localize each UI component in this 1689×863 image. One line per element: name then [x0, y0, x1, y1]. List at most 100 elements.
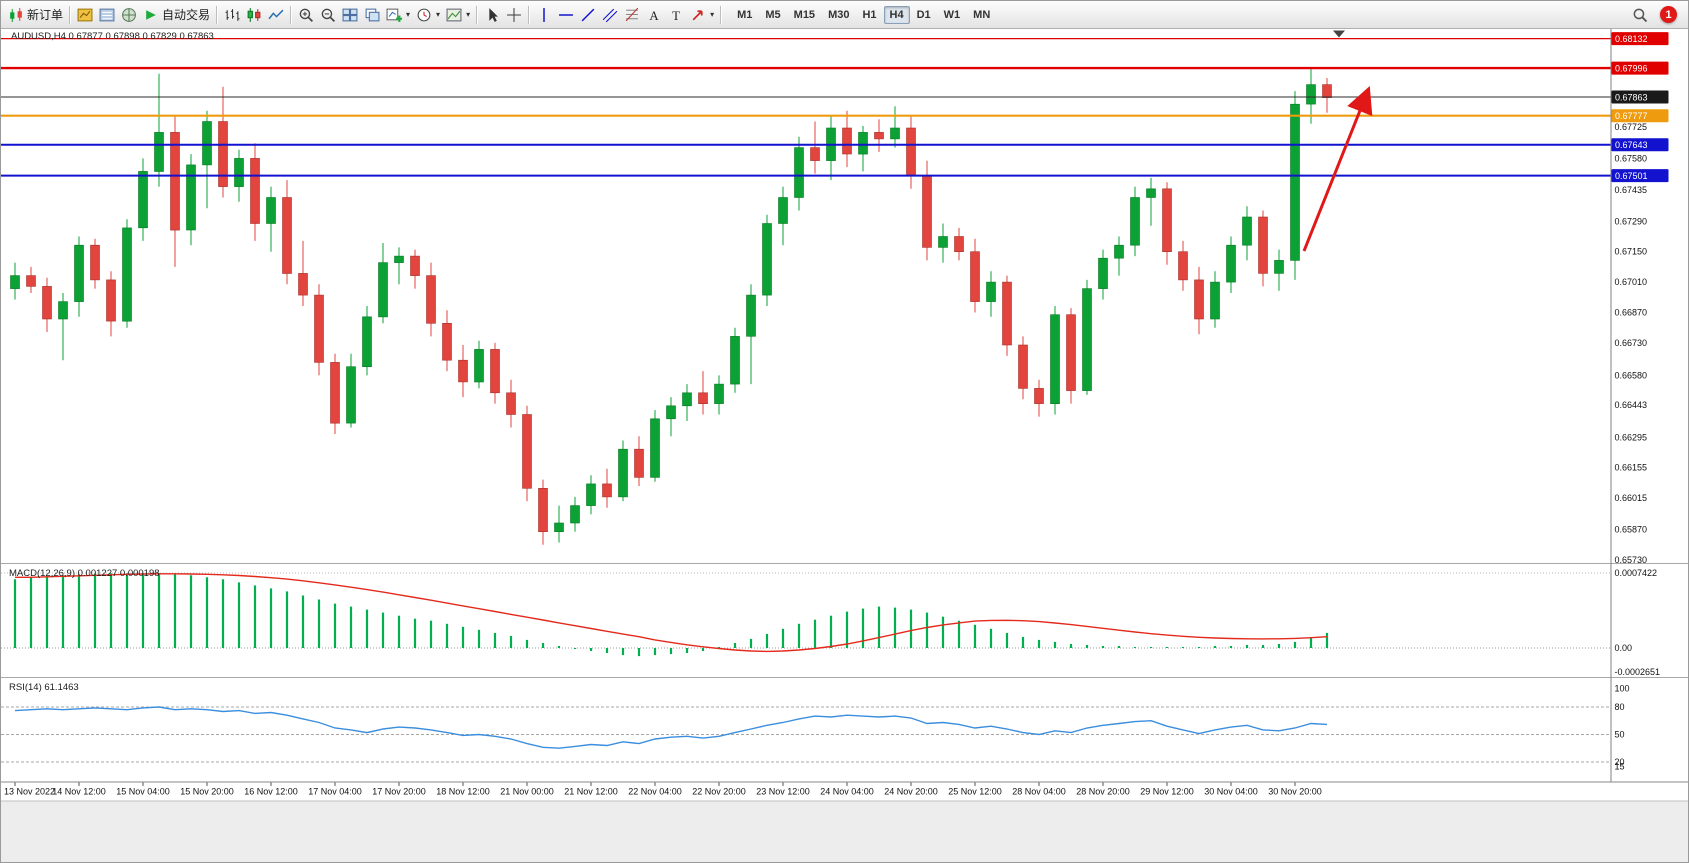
new-order-button[interactable]: 新订单	[5, 4, 66, 26]
price-axis-labels[interactable]: 0.67725 0.67580 0.67435 0.67290 0.67150 0.670…	[1615, 122, 1648, 565]
autotrading-button[interactable]: 自动交易	[140, 4, 213, 26]
svg-text:25 Nov 12:00: 25 Nov 12:00	[948, 787, 1002, 797]
svg-text:15 Nov 20:00: 15 Nov 20:00	[180, 787, 234, 797]
crosshair-button[interactable]	[503, 4, 525, 26]
rsi-line	[14, 706, 1328, 749]
bar-chart-icon	[225, 8, 240, 21]
svg-text:0.67501: 0.67501	[1615, 171, 1648, 181]
timeframe-m1[interactable]: M1	[737, 8, 753, 21]
arrange-windows-icon	[365, 8, 380, 21]
rsi-panel	[1, 706, 1611, 763]
tile-windows-button[interactable]	[339, 4, 361, 26]
svg-text:14 Nov 12:00: 14 Nov 12:00	[52, 787, 106, 797]
svg-text:0.67010: 0.67010	[1615, 277, 1648, 287]
toolbar-separator	[69, 5, 72, 24]
navigator-button[interactable]	[118, 4, 140, 26]
svg-text:0.65730: 0.65730	[1615, 555, 1648, 565]
trendline-button[interactable]	[577, 4, 599, 26]
timeframe-mn[interactable]: MN	[973, 8, 991, 21]
autotrading-icon	[146, 9, 156, 20]
svg-text:0.68132: 0.68132	[1615, 34, 1648, 44]
svg-text:24 Nov 20:00: 24 Nov 20:00	[884, 787, 938, 797]
timeframe-h1[interactable]: H1	[862, 8, 877, 21]
svg-text:0.66730: 0.66730	[1615, 338, 1648, 348]
timeframe-m30[interactable]: M30	[828, 8, 850, 21]
arrange-windows-button[interactable]	[361, 4, 383, 26]
market-watch-button[interactable]	[74, 4, 96, 26]
text-button[interactable]: A	[643, 4, 665, 26]
candlestick-icon	[247, 7, 261, 22]
label-button[interactable]: T	[665, 4, 687, 26]
svg-text:17 Nov 20:00: 17 Nov 20:00	[372, 787, 426, 797]
clock-icon	[417, 8, 431, 21]
svg-text:18 Nov 12:00: 18 Nov 12:00	[436, 787, 490, 797]
horizontal-line-button[interactable]	[555, 4, 577, 26]
svg-text:17 Nov 04:00: 17 Nov 04:00	[308, 787, 362, 797]
svg-text:0.67725: 0.67725	[1615, 122, 1648, 132]
template-button[interactable]: ▾	[443, 4, 473, 26]
toolbar-separator	[216, 5, 219, 24]
new-order-icon	[10, 7, 22, 22]
svg-text:0.66015: 0.66015	[1615, 493, 1648, 503]
timeframe-m15[interactable]: M15	[793, 8, 816, 21]
toolbar-separator	[528, 5, 531, 24]
cursor-button[interactable]	[481, 4, 503, 26]
zoom-in-button[interactable]	[295, 4, 317, 26]
svg-text:30 Nov 04:00: 30 Nov 04:00	[1204, 787, 1258, 797]
timeframe-h4[interactable]: H4	[883, 5, 910, 24]
svg-text:20: 20	[1615, 757, 1625, 767]
macd-indicator-label: MACD(12,26,9) 0.001227 0.000198	[9, 568, 160, 579]
timeframe-m5[interactable]: M5	[765, 8, 781, 21]
arrows-button[interactable]: ▾	[687, 4, 717, 26]
svg-text:0.67863: 0.67863	[1615, 93, 1648, 103]
new-chart-button[interactable]: ▾	[383, 4, 413, 26]
fibonacci-button[interactable]	[621, 4, 643, 26]
market-watch-icon	[77, 8, 93, 21]
line-chart-button[interactable]	[265, 4, 287, 26]
toolbar-separator	[476, 5, 479, 24]
new-order-button-label: 新订单	[27, 8, 64, 22]
timeframe-w1[interactable]: W1	[943, 8, 961, 21]
channel-button[interactable]	[599, 4, 621, 26]
notification-badge[interactable]: 1	[1660, 6, 1677, 23]
svg-text:0.67580: 0.67580	[1615, 153, 1648, 163]
svg-text:22 Nov 04:00: 22 Nov 04:00	[628, 787, 682, 797]
rsi-indicator-label: RSI(14) 61.1463	[9, 682, 79, 693]
vertical-line-icon	[543, 7, 545, 22]
svg-text:30 Nov 20:00: 30 Nov 20:00	[1268, 787, 1322, 797]
macd-signal-line	[15, 573, 1328, 653]
vertical-line-button[interactable]	[533, 4, 555, 26]
timeframe-group: M1 M5 M15 M30 H1 H4 D1 W1 MN	[731, 5, 996, 24]
channel-icon	[602, 8, 618, 22]
template-icon	[446, 8, 462, 21]
fibonacci-icon	[625, 7, 639, 21]
bottom-empty-strip	[1, 801, 1688, 862]
macd-axis-labels: 0.0007422 0.00 -0.0002651	[1615, 568, 1661, 677]
search-button[interactable]	[1629, 4, 1651, 26]
data-window-button[interactable]	[96, 4, 118, 26]
toolbar-items: 新订单 自动交易 ▾ ▾ ▾ A T ▾	[5, 4, 725, 26]
text-icon: A	[649, 8, 659, 22]
line-chart-icon	[268, 9, 284, 19]
timeframe-d1[interactable]: D1	[916, 8, 931, 21]
trend-arrow[interactable]	[1302, 86, 1373, 252]
caret-down-icon: ▾	[406, 10, 411, 19]
label-icon: T	[672, 8, 680, 22]
period-button[interactable]: ▾	[413, 4, 443, 26]
arrows-icon	[692, 9, 703, 20]
navigator-icon	[122, 7, 136, 22]
autotrading-button-label: 自动交易	[162, 8, 211, 22]
horizontal-line-icon	[559, 13, 574, 16]
svg-text:23 Nov 12:00: 23 Nov 12:00	[756, 787, 810, 797]
new-chart-icon	[386, 8, 403, 22]
bar-chart-button[interactable]	[221, 4, 243, 26]
svg-text:13 Nov 2022: 13 Nov 2022	[4, 787, 55, 797]
svg-text:80: 80	[1615, 702, 1625, 712]
candlestick-chart-button[interactable]	[243, 4, 265, 26]
zoom-out-button[interactable]	[317, 4, 339, 26]
caret-down-icon: ▾	[436, 10, 441, 19]
svg-text:28 Nov 20:00: 28 Nov 20:00	[1076, 787, 1130, 797]
